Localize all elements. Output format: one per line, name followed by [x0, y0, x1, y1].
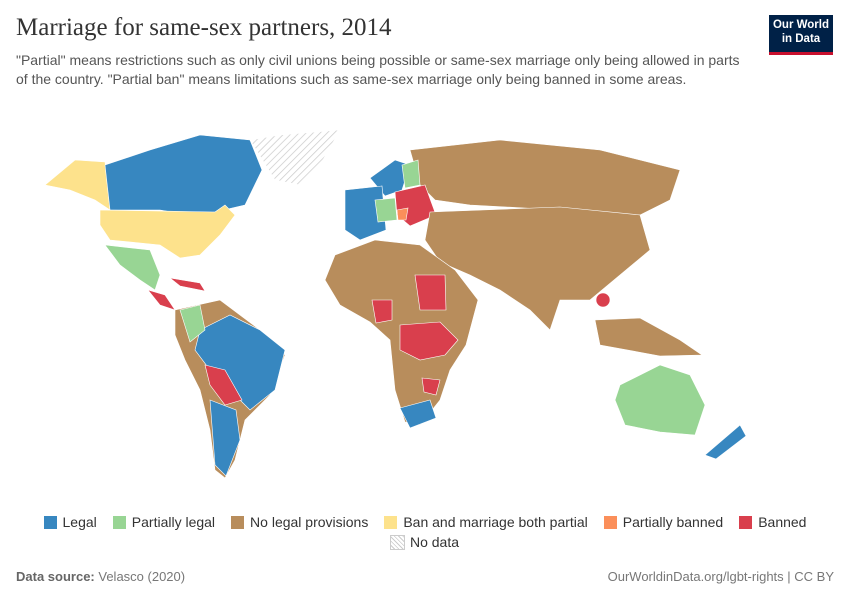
legend-item[interactable]: Banned	[739, 514, 806, 530]
legend: Legal Partially legal No legal provisions B…	[0, 512, 850, 552]
region[interactable]	[147, 289, 176, 311]
source: Data source: Velasco (2020)	[16, 569, 185, 584]
region[interactable]	[595, 292, 611, 308]
source-label: Data source:	[16, 569, 95, 584]
legend-row: Legal Partially legal No legal provisions B…	[0, 512, 850, 532]
region[interactable]	[168, 277, 206, 292]
region[interactable]	[421, 377, 441, 396]
legend-label: Partially banned	[622, 514, 724, 530]
legend-item[interactable]: No data	[389, 534, 460, 550]
region[interactable]	[409, 139, 681, 216]
legend-swatch	[112, 515, 126, 529]
logo[interactable]: Our World in Data	[769, 15, 833, 55]
logo-line: in Data	[781, 33, 821, 45]
legend-label: Banned	[758, 514, 807, 530]
legend-swatch	[739, 515, 753, 529]
legend-swatch	[384, 515, 398, 529]
legend-swatch	[231, 515, 245, 529]
legend-label: No data	[409, 534, 460, 550]
legend-item[interactable]: Ban and marriage both partial	[384, 514, 588, 530]
region[interactable]	[371, 299, 393, 324]
title: Marriage for same-sex partners, 2014	[16, 14, 392, 41]
region[interactable]	[704, 424, 747, 460]
region[interactable]	[44, 159, 111, 211]
legend-item[interactable]: No legal provisions	[231, 514, 368, 530]
region[interactable]	[399, 399, 437, 429]
footer: Data source: Velasco (2020) OurWorldinDa…	[16, 569, 834, 584]
legend-swatch	[603, 515, 617, 529]
legend-label: Ban and marriage both partial	[403, 514, 588, 530]
region[interactable]	[374, 197, 398, 223]
legend-swatch	[43, 515, 57, 529]
legend-label: Partially legal	[131, 514, 216, 530]
logo-line: Our World	[772, 19, 829, 31]
region[interactable]	[104, 134, 263, 216]
region[interactable]	[399, 321, 459, 361]
region[interactable]	[204, 364, 243, 406]
region[interactable]	[249, 129, 341, 186]
region[interactable]	[344, 185, 387, 241]
region[interactable]	[99, 204, 236, 259]
region[interactable]	[414, 274, 447, 311]
subtitle: "Partial" means restrictions such as onl…	[16, 52, 740, 87]
legend-label: No legal provisions	[250, 514, 369, 530]
legend-swatch	[389, 534, 405, 550]
region[interactable]	[194, 314, 286, 411]
world-map	[44, 129, 747, 479]
region[interactable]	[594, 317, 703, 357]
source-text: Velasco (2020)	[98, 569, 186, 584]
region[interactable]	[179, 304, 206, 343]
legend-row: No data	[0, 532, 850, 552]
legend-item[interactable]: Partially legal	[112, 514, 216, 530]
region[interactable]	[396, 207, 409, 221]
region[interactable]	[209, 399, 241, 477]
region[interactable]	[401, 159, 421, 189]
legend-item[interactable]: Legal	[43, 514, 97, 530]
footer-link[interactable]: OurWorldinData.org/lgbt-rights | CC BY	[607, 569, 834, 584]
region[interactable]	[104, 244, 161, 291]
legend-item[interactable]: Partially banned	[603, 514, 724, 530]
legend-label: Legal	[62, 514, 97, 530]
region[interactable]	[614, 364, 706, 436]
